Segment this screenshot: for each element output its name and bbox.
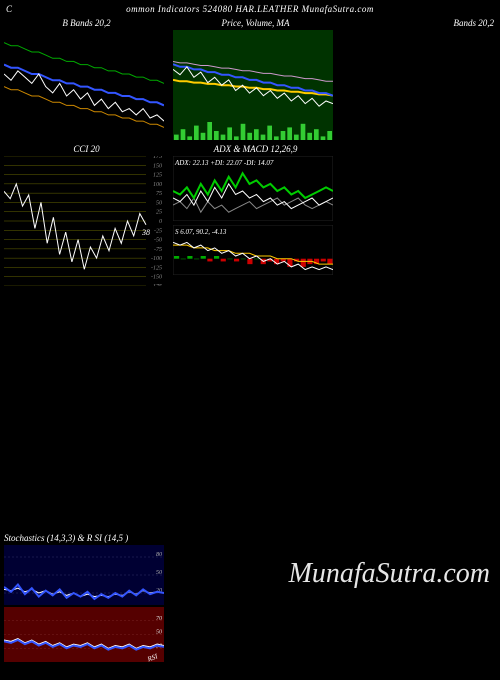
panel-cci-title: CCI 20 — [4, 144, 169, 154]
svg-text:ADX: 22.13 +DI: 22.07 -DI: 14.: ADX: 22.13 +DI: 22.07 -DI: 14.07 — [174, 159, 274, 167]
svg-text:150: 150 — [153, 163, 162, 169]
panel-bollinger-title: B Bands 20,2 — [4, 18, 169, 28]
svg-text:-50: -50 — [154, 238, 162, 244]
chart-grid: B Bands 20,2 Price, Volume, MA Bands 20,… — [0, 18, 500, 286]
header-text: ommon Indicators 524080 HAR.LEATHER Muna… — [126, 4, 374, 14]
svg-text:100: 100 — [153, 182, 162, 188]
chart-bollinger — [4, 30, 164, 140]
panel-adx-macd: ADX & MACD 12,26,9 ADX: 22.13 +DI: 22.07… — [173, 144, 338, 286]
bottom-section: Stochastics (14,3,3) & R SI (14,5 ) 80 50… — [4, 533, 494, 662]
svg-text:0: 0 — [159, 219, 162, 225]
panel-bands-right: Bands 20,2 — [342, 18, 500, 140]
panel-bands-right-title: Bands 20,2 — [342, 18, 500, 28]
chart-adx: ADX: 22.13 +DI: 22.07 -DI: 14.07 — [173, 156, 333, 221]
svg-text:-75: -75 — [154, 247, 162, 253]
panel-bollinger: B Bands 20,2 — [4, 18, 169, 140]
header-left: C — [6, 4, 13, 14]
svg-text:-175: -175 — [151, 284, 162, 286]
chart-cci: 175 150 125 100 75 50 25 0 -25 -50 -75 -100 -125 -150… — [4, 156, 164, 286]
svg-text:-150: -150 — [151, 275, 162, 281]
svg-text:70: 70 — [156, 616, 162, 622]
svg-text:S 6.07, 90.2, -4.: S 6.07, 90.2, -4.13 — [175, 228, 227, 236]
panel-ma-title: Price, Volume, MA — [173, 18, 338, 28]
chart-macd: S 6.07, 90.2, -4.13 — [173, 225, 333, 275]
svg-text:50: 50 — [156, 630, 162, 636]
svg-text:125: 125 — [153, 173, 162, 179]
svg-text:50: 50 — [156, 200, 162, 206]
chart-stochastics: 805020 — [4, 545, 164, 605]
svg-text:80: 80 — [156, 552, 162, 558]
panel-ma: Price, Volume, MA — [173, 18, 338, 140]
panel-stoch-title: Stochastics (14,3,3) & R SI (14,5 ) — [4, 533, 494, 543]
svg-text:75: 75 — [156, 191, 162, 197]
svg-text:25: 25 — [156, 210, 162, 216]
svg-text:175: 175 — [153, 156, 162, 160]
svg-text:-125: -125 — [151, 265, 162, 271]
panel-adx-title: ADX & MACD 12,26,9 — [173, 144, 338, 154]
panel-empty-1 — [342, 144, 500, 286]
panel-cci: CCI 20 175 150 125 100 75 50 25 0 -25 -50 -75 -100 -… — [4, 144, 169, 286]
svg-text:50: 50 — [156, 570, 162, 576]
svg-text:-25: -25 — [154, 228, 162, 234]
page-header: C ommon Indicators 524080 HAR.LEATHER Mu… — [0, 0, 500, 18]
chart-rsi: 705030RSI — [4, 607, 164, 662]
chart-ma — [173, 30, 333, 140]
svg-text:-100: -100 — [151, 256, 162, 262]
svg-text:38: 38 — [141, 228, 150, 237]
